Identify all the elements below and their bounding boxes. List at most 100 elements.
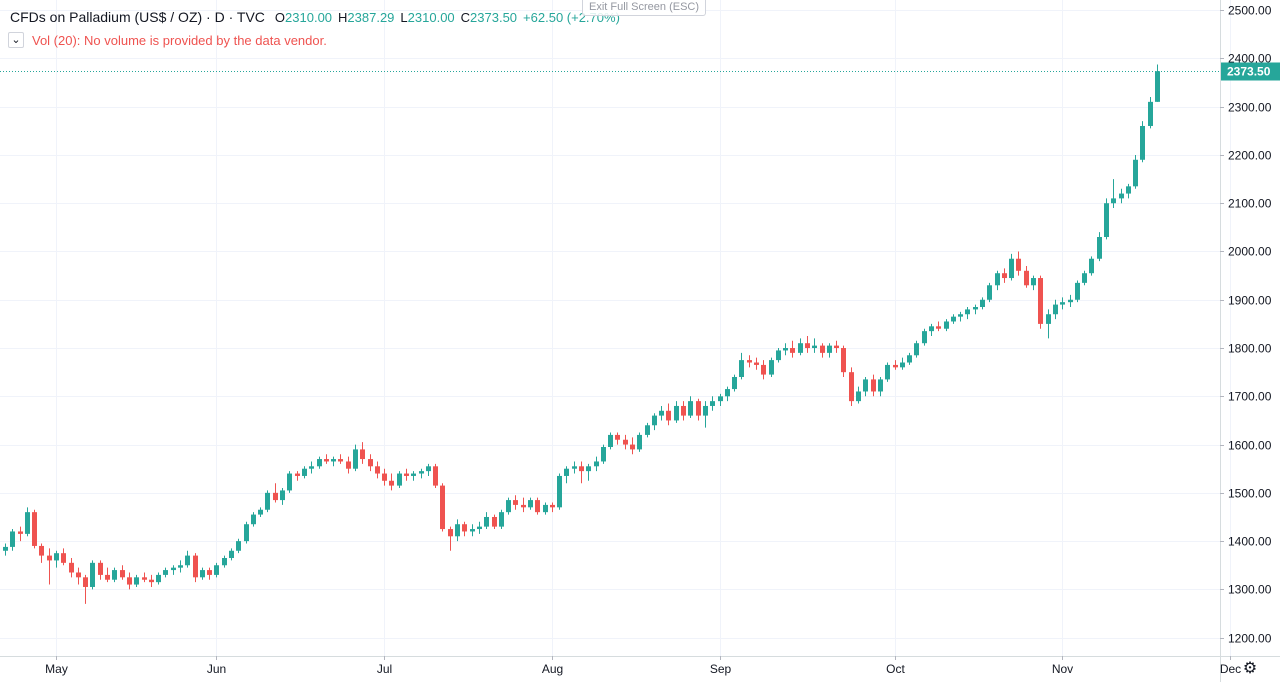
chevron-down-icon[interactable]: ⌄ [8, 32, 24, 48]
candle [317, 456, 322, 469]
candle [1089, 256, 1094, 276]
candle [98, 560, 103, 580]
candle-body [725, 389, 730, 397]
candle [783, 343, 788, 356]
candle-body [674, 405, 679, 421]
candle [185, 550, 190, 568]
candle-body [1046, 314, 1051, 324]
candle-body [827, 345, 832, 353]
candle-body [404, 473, 409, 476]
candle-body [1075, 282, 1080, 300]
y-tick-label: 2000.00 [1228, 245, 1272, 259]
candle [863, 376, 868, 397]
candle [433, 463, 438, 489]
candle [229, 548, 234, 561]
candle-body [666, 410, 671, 421]
candle [171, 565, 176, 575]
candle [149, 574, 154, 587]
candle [885, 362, 890, 382]
candle-body [193, 555, 198, 578]
candle-body [360, 449, 365, 460]
candle-body [805, 343, 810, 349]
candle [1009, 253, 1014, 281]
y-tick-label: 2200.00 [1228, 149, 1272, 163]
candle [1046, 309, 1051, 339]
candle [1140, 121, 1145, 163]
candle [47, 548, 52, 585]
candle-body [331, 459, 336, 462]
candle-body [90, 562, 95, 587]
candle [528, 497, 533, 510]
candle-body [287, 473, 292, 491]
candle [280, 488, 285, 505]
candle [681, 401, 686, 421]
candle [236, 538, 241, 554]
candle-body [280, 490, 285, 501]
candle-body [754, 362, 759, 365]
x-tick-label: Aug [542, 662, 563, 676]
candle [812, 338, 817, 353]
candle-body [18, 531, 23, 534]
candle [696, 398, 701, 421]
candle [820, 343, 825, 358]
candle-body [309, 466, 314, 469]
gear-icon[interactable]: ⚙ [1242, 660, 1258, 677]
time-axis[interactable]: MayJunJulAugSepOctNovDec2020 [0, 656, 1280, 676]
candle [550, 502, 555, 513]
x-tick-label: Nov [1052, 662, 1073, 676]
candle-body [798, 343, 803, 353]
candle [448, 526, 453, 551]
candle-body [965, 309, 970, 315]
y-tick-label: 2400.00 [1228, 52, 1272, 66]
candle [1104, 198, 1109, 240]
candle-body [302, 468, 307, 476]
candle-body [1016, 258, 1021, 271]
candle-body [244, 524, 249, 542]
candle-body [528, 500, 533, 508]
candle-body [623, 439, 628, 445]
x-tick-label: Dec [1220, 662, 1241, 676]
candle-body [710, 401, 715, 406]
price-axis[interactable]: 1200.00 1300.00 1400.00 1500.00 1600.00 1700.… [1220, 0, 1280, 682]
candle [601, 444, 606, 464]
candle-body [637, 434, 642, 450]
candle-body [594, 461, 599, 467]
candle-body [295, 473, 300, 476]
symbol-title[interactable]: CFDs on Palladium (US$ / OZ) · D · TVC [10, 9, 265, 25]
candle [776, 348, 781, 363]
candle-body [10, 531, 15, 547]
candle [703, 401, 708, 428]
candle-body [499, 512, 504, 527]
candle-body [958, 314, 963, 317]
candle [419, 468, 424, 479]
candle [214, 562, 219, 578]
candle-body [1031, 278, 1036, 286]
candle-body [1038, 278, 1043, 324]
candle-body [419, 471, 424, 474]
candle [54, 550, 59, 568]
candle-body [718, 396, 723, 402]
candle-body [149, 579, 154, 583]
candle [492, 514, 497, 530]
candle [1126, 183, 1131, 199]
candle [1053, 299, 1058, 320]
candle-body [112, 570, 117, 580]
candle-body [914, 343, 919, 356]
candle-body [236, 541, 241, 551]
candle [61, 548, 66, 566]
candle-body [1068, 299, 1073, 303]
candle [477, 521, 482, 534]
candle-body [1119, 193, 1124, 199]
candle-body [995, 273, 1000, 286]
candle-body [440, 485, 445, 530]
exit-fullscreen-button[interactable]: Exit Full Screen (ESC) [582, 0, 707, 16]
candle [76, 567, 81, 585]
candle [995, 270, 1000, 291]
x-tick-label: May [45, 662, 68, 676]
candle-body [1140, 125, 1145, 160]
y-tick-label: 2500.00 [1228, 4, 1272, 18]
candle [1002, 268, 1007, 283]
candle [499, 509, 504, 530]
candle [900, 357, 905, 370]
